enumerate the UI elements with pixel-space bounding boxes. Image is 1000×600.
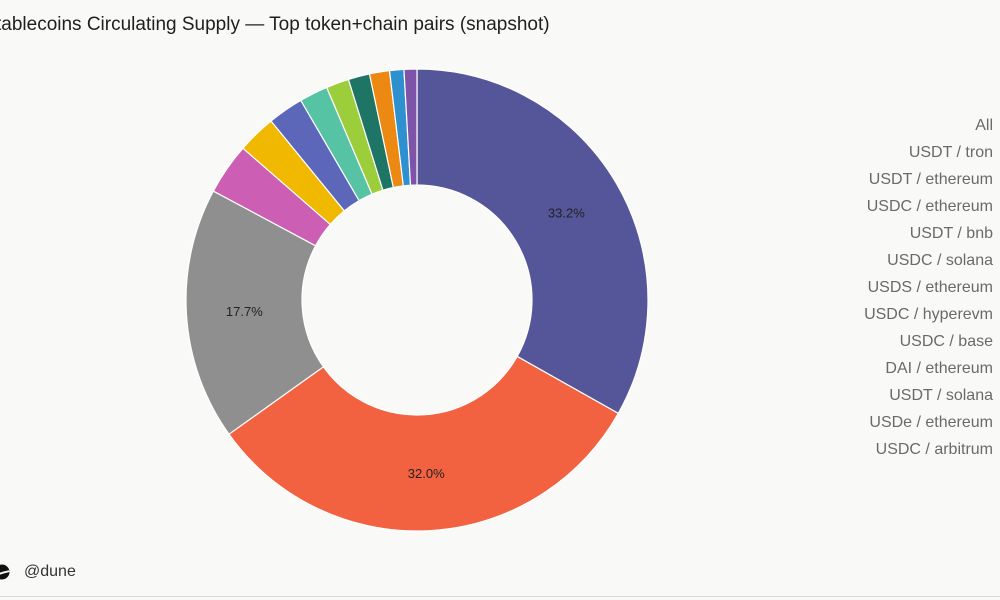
bottom-divider: [0, 596, 1000, 597]
legend-item[interactable]: USDC / hyperevm: [864, 306, 993, 323]
legend-item[interactable]: USDC / ethereum: [866, 198, 993, 215]
slice-data-label: 32.0%: [408, 466, 445, 481]
legend-item[interactable]: DAI / ethereum: [885, 360, 993, 377]
dune-logo-icon: [0, 564, 10, 580]
legend-item[interactable]: USDC / solana: [887, 252, 993, 269]
slice-data-label: 33.2%: [548, 206, 585, 221]
legend-item[interactable]: USDT / tron: [908, 144, 993, 161]
chart-title: tablecoins Circulating Supply — Top toke…: [0, 14, 550, 35]
legend-item[interactable]: USDC / arbitrum: [875, 441, 993, 458]
footer: @dune: [0, 563, 76, 581]
donut-slice[interactable]: [416, 68, 649, 415]
slice-data-label: 17.7%: [226, 304, 263, 319]
footer-handle: @dune: [24, 563, 76, 580]
legend-item[interactable]: USDC / base: [899, 333, 993, 350]
legend-item[interactable]: USDT / ethereum: [868, 171, 993, 188]
legend-item[interactable]: USDT / solana: [889, 387, 993, 404]
chart-legend: All USDT / tron USDT / ethereum USDC / ethe…: [864, 112, 993, 463]
legend-item[interactable]: USDT / bnb: [909, 225, 993, 242]
legend-item[interactable]: USDe / ethereum: [869, 414, 993, 431]
donut-slice[interactable]: [403, 68, 418, 186]
donut-slice[interactable]: [228, 355, 620, 532]
legend-item[interactable]: USDS / ethereum: [867, 279, 993, 296]
donut-slice[interactable]: [185, 190, 325, 436]
legend-item[interactable]: All: [975, 117, 993, 134]
